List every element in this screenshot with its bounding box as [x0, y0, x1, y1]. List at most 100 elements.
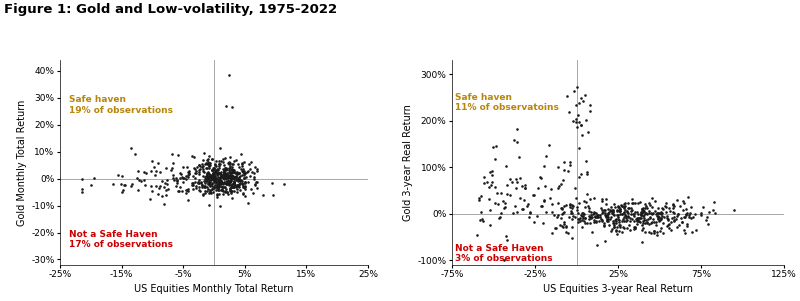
Point	[206, 168, 218, 173]
Point	[618, 204, 630, 209]
Point	[174, 170, 186, 175]
Point	[193, 180, 206, 185]
Point	[483, 208, 496, 213]
Point	[650, 232, 663, 237]
Point	[522, 201, 534, 206]
Point	[621, 225, 634, 230]
Point	[518, 183, 531, 188]
Point	[504, 177, 517, 182]
Point	[667, 217, 680, 222]
Point	[198, 185, 211, 189]
Point	[176, 188, 189, 193]
Point	[656, 206, 669, 211]
Point	[234, 151, 247, 156]
Point	[206, 166, 219, 171]
Point	[224, 177, 237, 182]
Point	[200, 178, 213, 183]
Point	[616, 212, 629, 216]
Point	[236, 168, 249, 173]
Point	[600, 214, 613, 219]
Point	[227, 159, 240, 163]
Point	[116, 173, 129, 178]
Point	[570, 204, 583, 209]
Point	[232, 185, 245, 189]
Point	[208, 174, 221, 179]
Point	[241, 169, 254, 174]
Point	[631, 200, 644, 205]
Point	[238, 185, 250, 190]
Point	[212, 161, 225, 166]
Point	[204, 172, 217, 177]
Point	[620, 219, 633, 224]
Point	[225, 185, 238, 189]
Point	[661, 217, 674, 222]
Point	[209, 171, 222, 175]
Point	[601, 214, 614, 219]
Point	[236, 169, 249, 174]
Point	[628, 226, 641, 231]
Point	[249, 182, 262, 187]
Point	[516, 206, 529, 211]
Point	[191, 164, 204, 169]
Point	[203, 164, 216, 169]
Point	[237, 192, 250, 197]
Point	[630, 218, 643, 222]
Point	[219, 178, 232, 183]
Point	[203, 160, 216, 165]
Point	[150, 168, 162, 173]
Point	[682, 195, 694, 200]
Point	[684, 211, 697, 216]
Point	[606, 210, 619, 215]
Point	[610, 219, 623, 224]
Point	[670, 217, 682, 222]
Point	[206, 174, 219, 179]
Point	[189, 180, 202, 185]
Point	[213, 192, 226, 197]
Point	[230, 184, 242, 188]
Point	[566, 211, 578, 216]
Point	[650, 210, 663, 215]
Point	[694, 210, 707, 215]
Point	[576, 214, 589, 219]
Point	[707, 200, 720, 204]
Point	[220, 167, 233, 172]
Point	[170, 177, 183, 182]
Point	[207, 166, 220, 170]
Point	[226, 169, 239, 174]
Point	[510, 186, 522, 191]
Point	[476, 219, 489, 223]
Point	[212, 188, 225, 193]
Point	[249, 165, 262, 169]
Point	[201, 176, 214, 181]
Point	[558, 167, 570, 172]
Point	[172, 153, 185, 157]
Point	[494, 211, 507, 216]
Point	[566, 118, 579, 123]
Point	[218, 169, 231, 174]
Point	[226, 162, 239, 166]
Point	[549, 225, 562, 230]
Point	[225, 175, 238, 179]
Point	[215, 181, 228, 186]
Point	[638, 202, 651, 207]
Point	[200, 161, 213, 166]
Point	[211, 182, 224, 187]
Point	[226, 170, 238, 175]
Point	[206, 173, 219, 178]
Point	[222, 181, 235, 186]
Point	[660, 224, 673, 229]
Point	[208, 174, 221, 179]
Point	[194, 180, 207, 185]
Point	[238, 170, 250, 175]
Point	[132, 169, 145, 173]
Point	[571, 216, 584, 221]
Point	[484, 170, 497, 175]
Point	[580, 117, 593, 122]
Point	[214, 173, 227, 178]
Point	[226, 184, 238, 189]
Point	[485, 182, 498, 187]
Point	[206, 173, 219, 178]
Point	[653, 219, 666, 223]
Point	[696, 205, 709, 210]
Point	[511, 210, 524, 215]
